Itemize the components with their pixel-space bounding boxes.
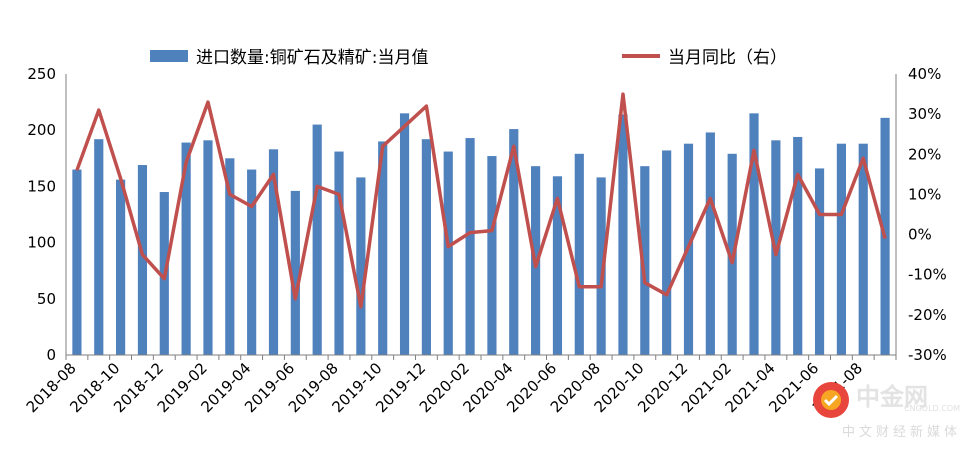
- legend-line-label: 当月同比（右）: [668, 48, 787, 68]
- bar: [94, 139, 104, 355]
- bar: [356, 177, 366, 355]
- bar: [836, 143, 846, 355]
- bar: [574, 153, 584, 355]
- left-tick-label: 100: [27, 234, 56, 252]
- right-tick-label: 20%: [908, 145, 941, 163]
- bar: [662, 150, 672, 355]
- right-tick-label: 30%: [908, 105, 941, 123]
- bar: [399, 113, 410, 355]
- bar: [137, 165, 148, 355]
- bar-series: [72, 113, 890, 356]
- left-tick-label: 0: [46, 346, 56, 364]
- right-tick-label: -30%: [908, 346, 947, 364]
- cngold-logo-icon: [813, 382, 849, 418]
- bar: [552, 176, 563, 355]
- left-axis-ticks: 0 50 100 150 200 250: [27, 65, 56, 364]
- bar: [858, 143, 868, 355]
- legend: 进口数量:铜矿石及精矿:当月值 当月同比（右）: [150, 48, 787, 68]
- bar: [421, 139, 431, 355]
- watermark-url: CNGOLD.COM: [904, 404, 960, 413]
- bar: [268, 149, 279, 355]
- bar: [640, 166, 650, 355]
- legend-bar-swatch: [150, 50, 188, 62]
- right-axis-ticks: -30% -20% -10% 0% 10% 20% 30% 40%: [908, 65, 947, 364]
- bar: [443, 151, 453, 355]
- bar: [487, 156, 497, 355]
- legend-bar-label: 进口数量:铜矿石及精矿:当月值: [196, 48, 428, 68]
- bar: [705, 132, 715, 355]
- bar: [72, 169, 82, 355]
- line-series: [75, 92, 887, 309]
- bar: [203, 140, 213, 355]
- right-tick-label: -20%: [908, 306, 947, 324]
- bar: [247, 169, 257, 355]
- left-tick-label: 250: [27, 65, 56, 83]
- bar: [618, 114, 628, 356]
- watermark-slogan: 中文财经新媒体: [842, 424, 961, 440]
- x-axis-ticks: 2018-082018-102018-122019-022019-042019-…: [23, 359, 866, 416]
- axes: [65, 74, 897, 360]
- watermark: 中金网 CNGOLD.COM 中文财经新媒体: [813, 382, 961, 440]
- bar: [465, 138, 475, 355]
- right-tick-label: 0%: [908, 226, 932, 244]
- bar: [509, 129, 519, 355]
- bar: [749, 113, 759, 355]
- bar: [334, 151, 344, 355]
- bar: [181, 142, 191, 355]
- right-tick-label: 40%: [908, 65, 941, 83]
- left-tick-label: 150: [27, 177, 56, 195]
- bar: [814, 168, 825, 355]
- right-tick-label: -10%: [908, 266, 947, 284]
- right-tick-label: 10%: [908, 185, 941, 203]
- watermark-name: 中金网: [856, 383, 928, 411]
- bar: [312, 124, 322, 355]
- bar: [290, 190, 300, 355]
- yoy-line: [75, 92, 887, 309]
- bar: [225, 158, 235, 355]
- left-tick-label: 50: [37, 290, 56, 308]
- bar: [378, 141, 388, 355]
- bar: [116, 179, 126, 355]
- left-tick-label: 200: [27, 121, 56, 139]
- bar: [596, 177, 606, 355]
- bar: [793, 136, 803, 355]
